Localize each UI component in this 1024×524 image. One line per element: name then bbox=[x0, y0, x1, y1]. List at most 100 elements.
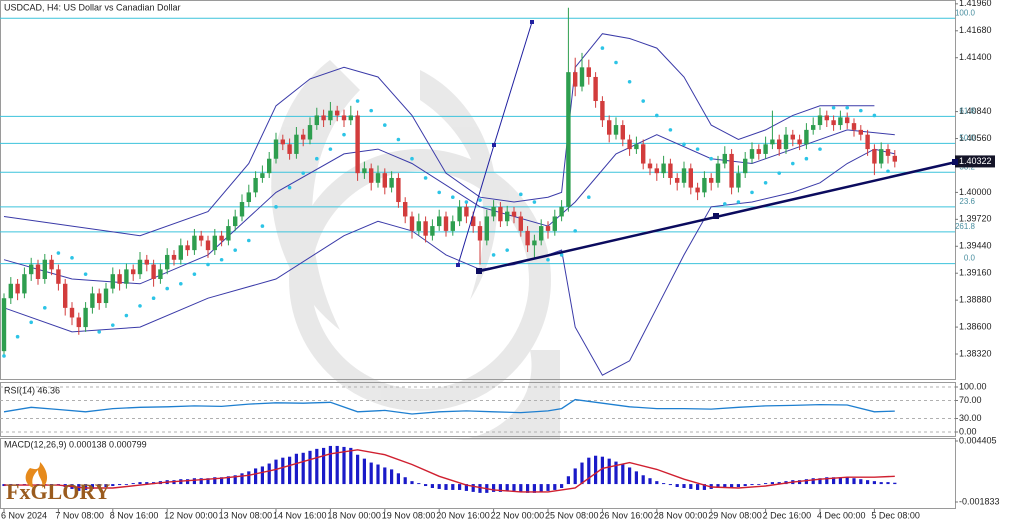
y-tick-label: 1.39160 bbox=[959, 268, 992, 278]
macd-bar bbox=[526, 484, 530, 493]
sar-dot bbox=[478, 198, 482, 202]
x-tick-label: 4 Dec 00:00 bbox=[817, 510, 866, 520]
y-tick-label: 1.40000 bbox=[959, 187, 992, 197]
macd-bar bbox=[594, 455, 598, 485]
candle-body bbox=[233, 216, 238, 227]
sar-dot bbox=[668, 128, 673, 132]
candle-body bbox=[1, 298, 7, 352]
macd-bar bbox=[199, 478, 203, 485]
macd-bar bbox=[682, 484, 686, 488]
candle-body bbox=[110, 274, 115, 289]
x-tick-label: 14 Nov 16:00 bbox=[273, 510, 327, 520]
candle-body bbox=[335, 110, 340, 116]
macd-bar bbox=[845, 477, 849, 485]
macd-bar bbox=[226, 476, 230, 485]
sar-dot bbox=[43, 306, 47, 310]
macd-bar bbox=[607, 458, 611, 485]
sar-dot bbox=[383, 123, 387, 127]
candle-body bbox=[770, 139, 775, 145]
sar-dot bbox=[83, 272, 88, 276]
macd-bar bbox=[104, 484, 108, 488]
candle-body bbox=[654, 168, 659, 174]
candle-body bbox=[579, 67, 585, 87]
macd-bar bbox=[498, 484, 502, 492]
macd-bar bbox=[206, 478, 210, 485]
candle-body bbox=[505, 211, 510, 222]
sar-dot bbox=[559, 253, 564, 257]
trend-drawing bbox=[456, 20, 958, 274]
macd-bar bbox=[124, 484, 128, 485]
sar-dot bbox=[519, 192, 523, 197]
sar-dot bbox=[587, 195, 591, 200]
macd-bar bbox=[138, 482, 142, 485]
candle-body bbox=[294, 134, 299, 154]
sar-dot bbox=[750, 190, 754, 195]
sar-dot bbox=[859, 108, 863, 113]
macd-bar bbox=[587, 457, 591, 485]
y-tick-label: 1.38320 bbox=[959, 348, 992, 358]
macd-bar bbox=[505, 484, 509, 491]
macd-bar bbox=[349, 447, 353, 485]
macd-bar bbox=[859, 479, 863, 485]
sar-dot bbox=[546, 257, 550, 262]
macd-bar bbox=[600, 456, 604, 485]
y-tick-label: 30.00 bbox=[959, 413, 982, 423]
chart-title: USDCAD, H4: US Dollar vs Canadian Dollar bbox=[4, 2, 181, 12]
macd-bar bbox=[267, 463, 271, 485]
y-tick-label: 1.39720 bbox=[959, 214, 992, 224]
x-tick-label: 29 Nov 08:00 bbox=[708, 510, 762, 520]
x-tick-label: 19 Nov 08:00 bbox=[382, 510, 436, 520]
x-tick-label: 6 Nov 2024 bbox=[1, 510, 47, 520]
macd-bar bbox=[886, 482, 890, 485]
y-tick-label: 1.38600 bbox=[959, 321, 992, 331]
macd-bar bbox=[743, 484, 747, 487]
macd-bar bbox=[328, 445, 332, 485]
candle-body bbox=[804, 129, 809, 145]
candle-body bbox=[511, 211, 517, 217]
candle-body bbox=[35, 264, 41, 279]
candle-body bbox=[103, 288, 109, 304]
candle-body bbox=[409, 216, 415, 231]
candle-body bbox=[559, 206, 564, 217]
macd-bar bbox=[437, 484, 441, 489]
candle-body bbox=[552, 216, 557, 231]
macd-bar bbox=[730, 484, 734, 488]
macd-bar bbox=[84, 484, 88, 490]
x-tick-label: 13 Nov 08:00 bbox=[219, 510, 273, 520]
candle-body bbox=[301, 134, 306, 140]
candle-body bbox=[777, 139, 782, 150]
candle-body bbox=[783, 134, 789, 150]
sar-dot bbox=[396, 137, 401, 142]
plot: 1.41960 1.41680 1.41400 1.40840 1.40560 1.400… bbox=[0, 0, 1000, 520]
macd-bar bbox=[233, 475, 237, 485]
macd-bar bbox=[641, 475, 645, 485]
sar-dot bbox=[233, 248, 237, 252]
y-tick-label: 70.00 bbox=[959, 395, 982, 405]
candle-body bbox=[824, 115, 829, 121]
y-tick-label: 1.41960 bbox=[959, 0, 992, 8]
macd-bar bbox=[301, 452, 305, 485]
macd-bar bbox=[696, 484, 700, 490]
macd-bar bbox=[417, 483, 421, 485]
macd-bar bbox=[723, 484, 727, 488]
sar-dot bbox=[192, 272, 197, 276]
sar-dot bbox=[247, 238, 251, 243]
candle-body bbox=[634, 144, 639, 150]
macd-bar bbox=[90, 484, 94, 489]
candle-body bbox=[593, 76, 598, 102]
candle-body bbox=[749, 149, 755, 159]
y-tick-label: -0.001833 bbox=[959, 496, 1000, 506]
candle-body bbox=[885, 149, 891, 156]
candle-body bbox=[464, 206, 469, 217]
sar-dot bbox=[831, 105, 836, 110]
x-tick-label: 2 Dec 16:00 bbox=[763, 510, 812, 520]
candle-body bbox=[607, 120, 612, 135]
sar-dot bbox=[301, 171, 306, 175]
sar-dot bbox=[179, 281, 183, 286]
macd-bar bbox=[131, 483, 135, 485]
macd-bar bbox=[220, 477, 224, 485]
macd-bar bbox=[403, 477, 407, 485]
sar-dot bbox=[736, 200, 741, 204]
candle-body bbox=[423, 221, 428, 236]
sar-dot bbox=[532, 200, 537, 204]
